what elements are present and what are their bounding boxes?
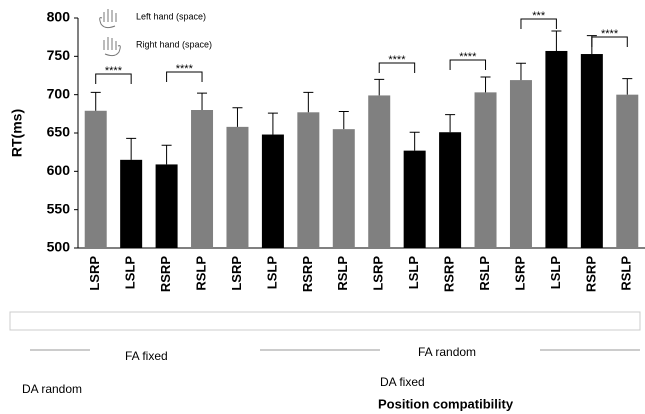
group-label: FA fixed: [125, 349, 168, 363]
bar: [155, 164, 178, 248]
error-bar: [551, 30, 562, 51]
significance-bracket: [449, 59, 487, 70]
significance-label: ****: [459, 51, 477, 63]
error-bar: [445, 114, 456, 133]
y-tick-label: 750: [47, 47, 71, 63]
x-tick-label: RSLP: [477, 256, 492, 291]
x-tick-label: LSRP: [371, 256, 386, 291]
significance-label: ****: [601, 28, 619, 40]
significance-label: ****: [388, 54, 406, 66]
bar: [297, 112, 320, 248]
significance-bracket: [166, 71, 203, 82]
bar: [332, 129, 355, 248]
bar: [120, 159, 143, 248]
y-tick-label: 550: [47, 200, 71, 216]
error-bar: [409, 131, 420, 151]
error-bar: [267, 112, 278, 135]
bar: [403, 150, 426, 248]
y-axis-label: RT(ms): [9, 109, 25, 157]
significance-label: ****: [176, 63, 194, 75]
error-bar: [303, 91, 314, 113]
x-tick-label: RSRP: [442, 256, 457, 292]
y-tick-label: 800: [47, 9, 71, 25]
legend-label: Left hand (space): [136, 11, 206, 21]
x-axis-label: Position compatibility: [378, 396, 514, 411]
x-tick-label: LSLP: [406, 256, 421, 290]
error-bar: [515, 62, 526, 81]
bar: [191, 110, 214, 248]
y-tick-label: 600: [47, 162, 71, 178]
bar: [580, 54, 603, 249]
x-tick-label: RSLP: [335, 256, 350, 291]
y-tick-label: 500: [47, 239, 71, 255]
group-label: DA random: [22, 382, 82, 396]
group-label: DA fixed: [380, 375, 425, 389]
stimulus-icons: [9, 311, 641, 351]
x-tick-label: RSRP: [300, 256, 315, 292]
legend-label: Right hand (space): [136, 39, 212, 49]
significance-label: ****: [105, 65, 123, 77]
significance-bracket: [520, 18, 557, 29]
error-bar: [338, 111, 349, 130]
error-bar: [480, 76, 491, 93]
significance-label: ***: [532, 10, 546, 22]
bar: [616, 94, 639, 249]
error-bar: [374, 78, 385, 96]
x-tick-label: RSLP: [193, 256, 208, 291]
x-tick-label: LSLP: [264, 256, 279, 290]
bar: [226, 126, 249, 248]
error-bar: [622, 78, 633, 95]
bar: [368, 95, 391, 248]
bar: [261, 134, 284, 248]
x-tick-label: LSRP: [229, 256, 244, 291]
error-bar: [197, 92, 208, 110]
bar: [545, 50, 568, 248]
error-bar: [161, 144, 172, 165]
y-tick-label: 650: [47, 124, 71, 140]
error-bar: [232, 107, 243, 127]
y-tick-label: 700: [47, 85, 71, 101]
bar: [84, 110, 107, 249]
bar: [509, 80, 532, 248]
bar: [474, 92, 497, 248]
x-tick-label: RSRP: [158, 256, 173, 292]
x-tick-label: RSRP: [583, 256, 598, 292]
x-tick-label: LSLP: [548, 256, 563, 290]
x-tick-label: RSLP: [619, 256, 634, 291]
x-tick-label: LSRP: [512, 256, 527, 291]
x-tick-label: LSLP: [123, 256, 138, 290]
error-bar: [126, 137, 137, 160]
significance-bracket: [378, 62, 416, 73]
significance-bracket: [591, 36, 628, 47]
bar: [439, 132, 462, 248]
group-labels: FA fixed FA random DA random DA fixed: [22, 345, 476, 396]
legend-icons: [99, 9, 121, 57]
error-bar: [90, 91, 101, 111]
significance-bracket: [95, 73, 132, 84]
x-tick-label: LSRP: [87, 256, 102, 291]
group-label: FA random: [418, 345, 476, 359]
